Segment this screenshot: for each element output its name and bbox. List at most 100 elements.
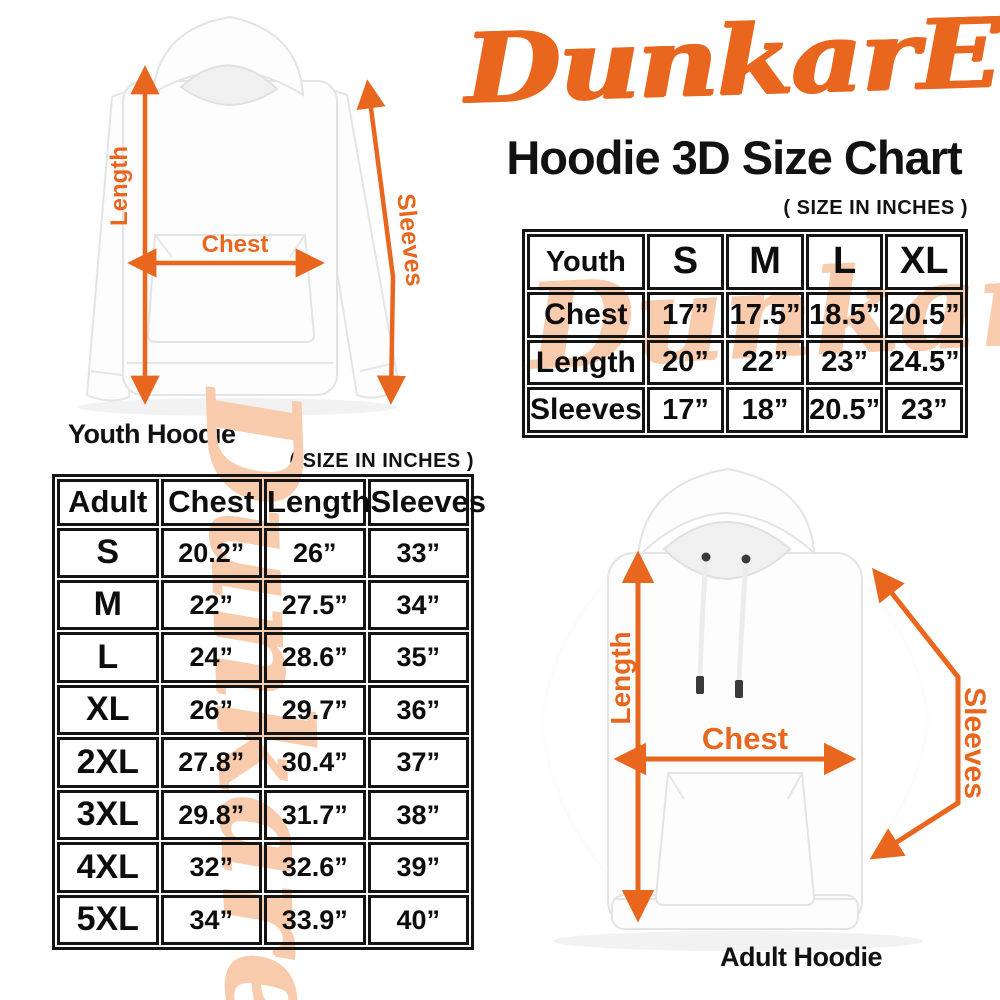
youth-table-header-row: Youth S M L XL <box>527 234 963 290</box>
youth-chest-l: 18.5” <box>805 291 884 338</box>
adult-m-sleeves: 34” <box>367 580 469 631</box>
youth-size-m: M <box>726 234 804 290</box>
adult-s-length: 26” <box>264 527 366 579</box>
youth-length-m: 22” <box>726 339 804 386</box>
youth-size-s: S <box>646 234 725 290</box>
adult-drawstring-right <box>736 558 749 684</box>
youth-sleeves-label: Sleeves <box>391 192 429 288</box>
adult-row-m: M 22” 27.5” 34” <box>57 580 469 631</box>
adult-length-label: Length <box>605 631 636 724</box>
youth-size-xl: XL <box>885 234 963 290</box>
adult-table-container: Dunkare Adult Chest Length Sleeves S 20.… <box>52 385 486 1000</box>
youth-chest-label: Chest <box>202 231 269 258</box>
adult-5xl-chest: 34” <box>160 894 262 945</box>
adult-col-length: Length <box>264 479 370 526</box>
adult-2xl-sleeves: 37” <box>367 737 469 788</box>
youth-chest-xl: 20.5” <box>885 291 963 338</box>
adult-size-label: 2XL <box>57 737 159 788</box>
adult-col-sleeves: Sleeves <box>367 479 486 526</box>
adult-4xl-sleeves: 39” <box>367 842 469 893</box>
adult-sleeves-label: Sleeves <box>958 687 991 799</box>
youth-length-label: Length <box>106 146 133 226</box>
adult-l-sleeves: 35” <box>367 632 469 683</box>
adult-xl-chest: 26” <box>160 684 262 736</box>
youth-sleeves-m: 18” <box>726 387 804 433</box>
adult-3xl-length: 31.7” <box>264 789 366 841</box>
adult-xl-sleeves: 36” <box>367 684 469 736</box>
adult-col-chest: Chest <box>160 479 262 526</box>
adult-size-note: ( SIZE IN INCHES ) <box>289 450 474 472</box>
adult-row-4xl: 4XL 32” 32.6” 39” <box>57 842 469 893</box>
youth-row-label: Sleeves <box>527 387 645 433</box>
adult-s-chest: 20.2” <box>160 527 262 579</box>
adult-size-label: 3XL <box>57 789 159 841</box>
youth-length-xl: 24.5” <box>885 339 963 386</box>
adult-drawstring-left <box>697 556 709 680</box>
adult-size-table: Adult Chest Length Sleeves S 20.2” 26” 3… <box>52 474 486 950</box>
youth-size-l: L <box>805 234 884 290</box>
youth-length-s: 20” <box>646 339 725 386</box>
adult-3xl-chest: 29.8” <box>160 789 262 841</box>
youth-figure-caption: Youth Hoodie <box>68 419 236 449</box>
adult-row-l: L 24” 28.6” 35” <box>57 632 469 683</box>
adult-hoodie-shadow <box>553 931 923 951</box>
youth-sleeves-arrow <box>356 79 407 405</box>
adult-hoodie-figure: Length Chest Sleeves <box>540 467 991 951</box>
adult-l-length: 28.6” <box>264 632 366 683</box>
youth-chest-m: 17.5” <box>726 291 804 338</box>
youth-length-row: Length 20” 22” 23” 24.5” <box>527 339 963 386</box>
youth-size-note: ( SIZE IN INCHES ) <box>783 197 968 219</box>
adult-row-3xl: 3XL 29.8” 31.7” 38” <box>57 789 469 841</box>
adult-sleeves-arrow <box>869 567 961 860</box>
youth-sleeves-s: 17” <box>646 387 725 433</box>
youth-sleeves-xl: 23” <box>885 387 963 433</box>
brand-logo: DunkarE <box>462 0 1000 126</box>
adult-row-2xl: 2XL 27.8” 30.4” 37” <box>57 737 469 788</box>
adult-size-label: 4XL <box>57 842 159 893</box>
adult-row-s: S 20.2” 26” 33” <box>57 527 469 579</box>
youth-size-table: Youth S M L XL Chest 17” 17.5” 18.5” 20.… <box>522 229 968 438</box>
youth-sleeves-row: Sleeves 17” 18” 20.5” 23” <box>527 387 963 433</box>
adult-size-label: M <box>57 580 159 631</box>
adult-left-sleeve <box>540 586 609 876</box>
adult-hoodie-image <box>540 467 930 951</box>
youth-measurements: Length Chest Sleeves <box>106 65 429 405</box>
adult-size-label: L <box>57 632 159 683</box>
youth-hoodie-shadow <box>77 398 397 416</box>
adult-chest-label: Chest <box>702 721 788 756</box>
youth-row-label: Chest <box>527 291 645 338</box>
adult-2xl-length: 30.4” <box>264 737 366 788</box>
adult-kangaroo-pocket <box>654 772 816 906</box>
adult-figure-caption: Adult Hoodie <box>720 942 882 972</box>
adult-row-5xl: 5XL 34” 33.9” 40” <box>57 894 469 945</box>
adult-s-sleeves: 33” <box>367 527 469 579</box>
adult-measurements: Length Chest Sleeves <box>605 550 991 923</box>
chart-title: Hoodie 3D Size Chart <box>506 131 962 184</box>
youth-chest-row: Chest 17” 17.5” 18.5” 20.5” <box>527 291 963 338</box>
adult-hood <box>636 467 816 560</box>
adult-m-length: 27.5” <box>264 580 366 631</box>
youth-row-label: Length <box>527 339 645 386</box>
adult-size-label: XL <box>57 684 159 736</box>
youth-table-container: Dunkare Youth S M L XL Chest 17” 17.5” 1… <box>522 229 1000 438</box>
adult-4xl-chest: 32” <box>160 842 262 893</box>
adult-row-xl: XL 26” 29.7” 36” <box>57 684 469 736</box>
adult-5xl-sleeves: 40” <box>367 894 469 945</box>
adult-5xl-length: 33.9” <box>264 894 366 945</box>
adult-xl-length: 29.7” <box>264 684 366 736</box>
adult-3xl-sleeves: 38” <box>367 789 469 841</box>
adult-table-corner: Adult <box>57 479 159 526</box>
adult-table-header-row: Adult Chest Length Sleeves <box>57 479 486 526</box>
youth-hoodie-figure: Length Chest Sleeves <box>77 15 429 416</box>
youth-sleeves-l: 20.5” <box>805 387 884 433</box>
adult-m-chest: 22” <box>160 580 262 631</box>
youth-length-l: 23” <box>805 339 884 386</box>
adult-size-label: S <box>57 527 159 579</box>
youth-chest-s: 17” <box>646 291 725 338</box>
adult-l-chest: 24” <box>160 632 262 683</box>
youth-table-corner: Youth <box>527 234 645 290</box>
adult-size-label: 5XL <box>57 894 159 945</box>
adult-4xl-length: 32.6” <box>264 842 366 893</box>
adult-2xl-chest: 27.8” <box>160 737 262 788</box>
